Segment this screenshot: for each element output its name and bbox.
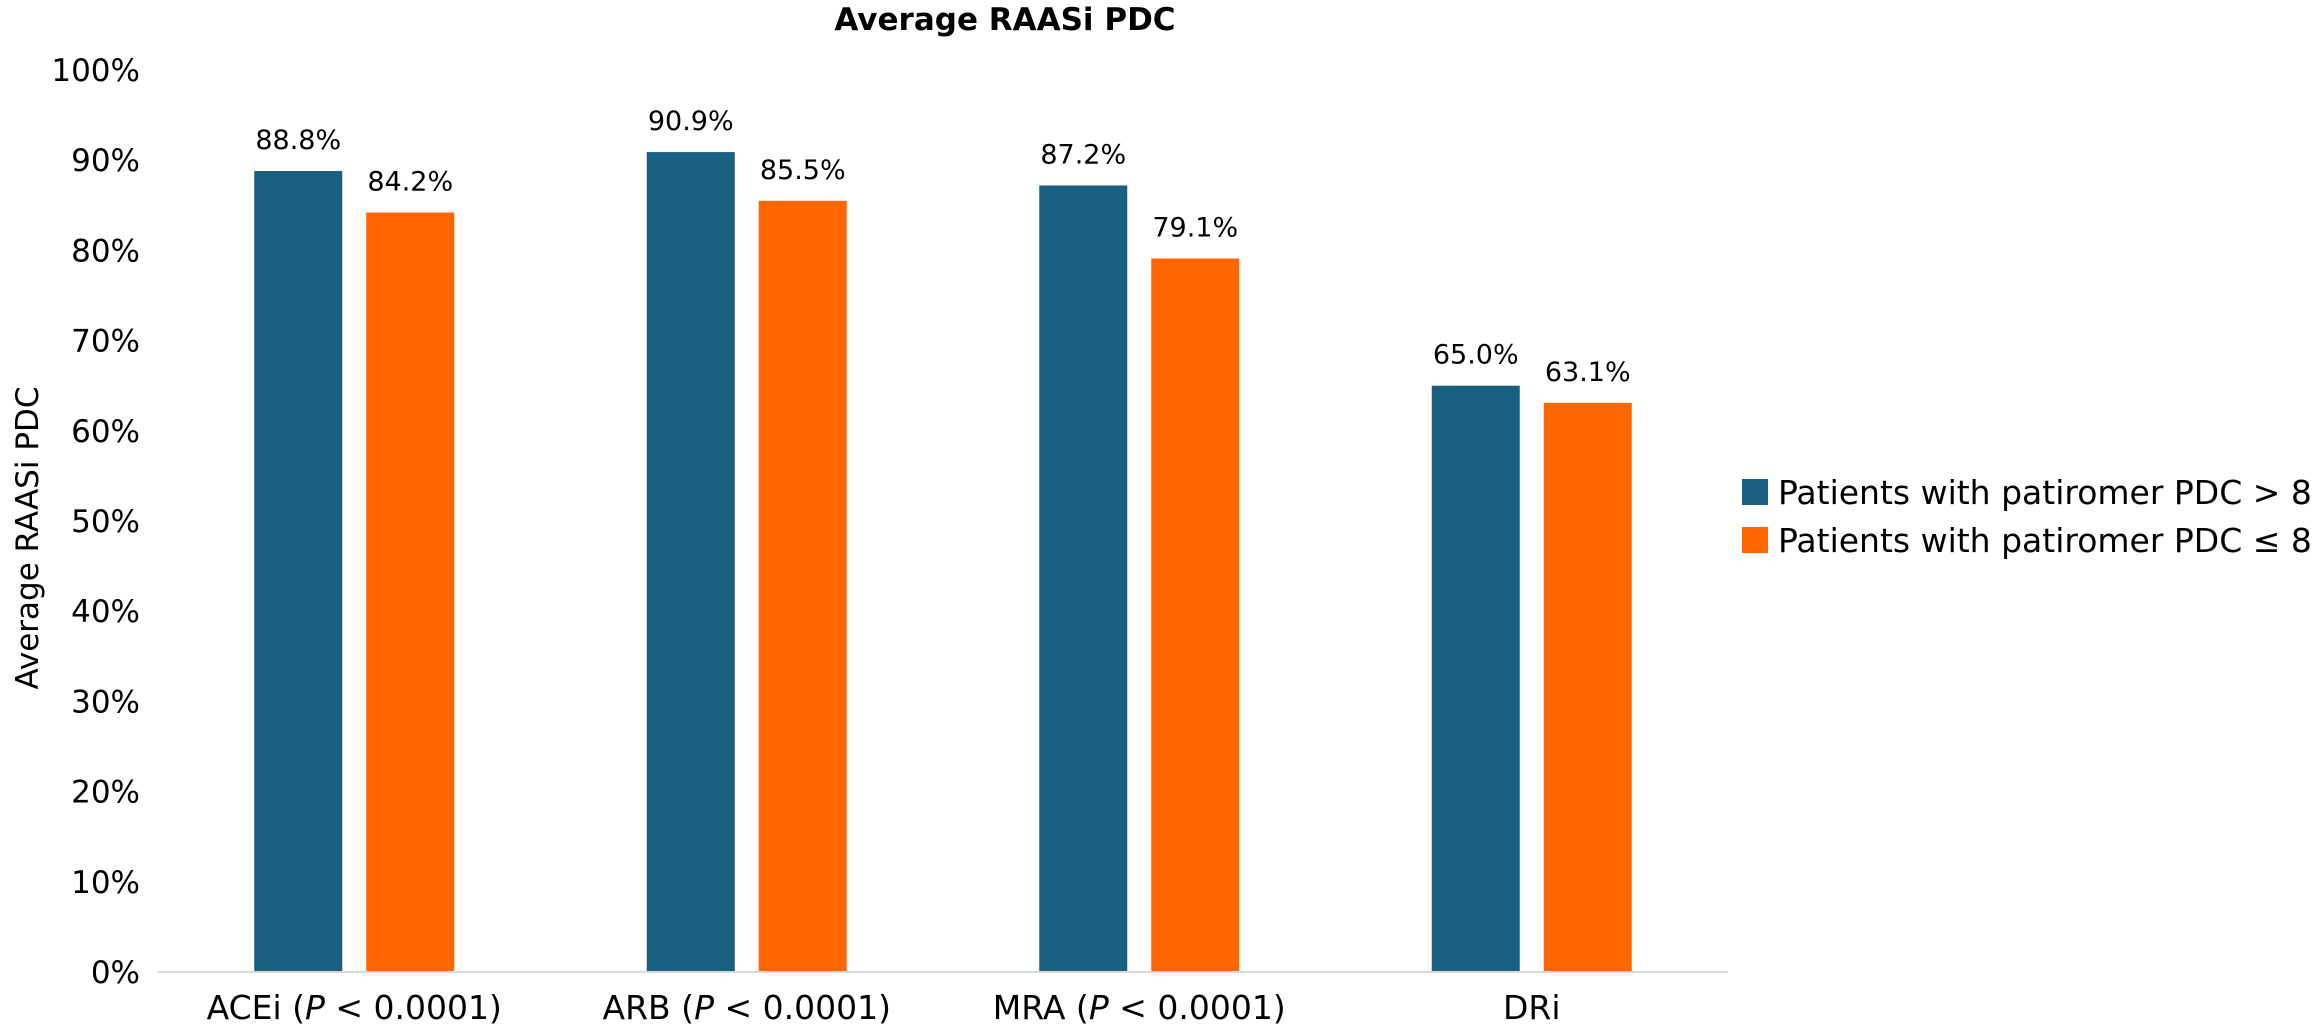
bar-value-label: 85.5% [760,155,846,186]
bar[interactable] [1151,258,1240,972]
bar[interactable] [646,152,735,972]
legend-label: Patients with patiromer PDC > 80% [1778,473,2314,512]
bar-value-label: 65.0% [1433,340,1519,371]
bar-value-label: 87.2% [1040,139,1126,170]
y-tick-label: 40% [71,594,140,630]
chart-title: Average RAASi PDC [834,2,1175,38]
y-axis-ticks: 0% 10% 20% 30% 40% 50% 60% 70% 80% 90% 100% [51,53,140,991]
y-tick-label: 10% [71,865,140,901]
y-tick-label: 70% [71,324,140,360]
x-tick-label: ARB (P < 0.0001) [603,988,891,1027]
y-tick-label: 20% [71,775,140,811]
y-tick-label: 0% [91,955,140,991]
y-tick-label: 80% [71,233,140,269]
legend[interactable]: Patients with patiromer PDC > 80% Patient… [1742,473,2314,560]
y-tick-label: 60% [71,414,140,450]
x-tick-label: MRA (P < 0.0001) [993,988,1286,1027]
y-tick-label: 90% [71,143,140,179]
bar[interactable] [758,200,847,973]
x-tick-label: DRi [1503,988,1561,1027]
bar-value-label: 84.2% [367,167,453,198]
bar-value-label: 63.1% [1545,357,1631,388]
x-axis-labels: ACEi (P < 0.0001) ARB (P < 0.0001) MRA (P … [207,988,1561,1027]
bar[interactable] [1039,185,1128,972]
bar[interactable] [1543,402,1632,972]
x-tick-label: ACEi (P < 0.0001) [207,988,502,1027]
y-tick-label: 50% [71,504,140,540]
bar[interactable] [254,171,343,973]
bars: 88.8% 84.2% 90.9% 85.5% 87.2% 79.1% 65.0% 63.1% [254,106,1632,973]
bar-value-label: 79.1% [1152,213,1238,244]
y-tick-label: 30% [71,684,140,720]
legend-swatch [1742,479,1768,505]
bar[interactable] [366,212,455,973]
legend-swatch [1742,527,1768,553]
y-axis-label: Average RAASi PDC [10,386,46,689]
bar-value-label: 90.9% [648,106,734,137]
legend-label: Patients with patiromer PDC ≤ 80% [1778,521,2314,560]
bar[interactable] [1431,385,1520,972]
y-tick-label: 100% [51,53,140,89]
bar-value-label: 88.8% [255,125,341,156]
